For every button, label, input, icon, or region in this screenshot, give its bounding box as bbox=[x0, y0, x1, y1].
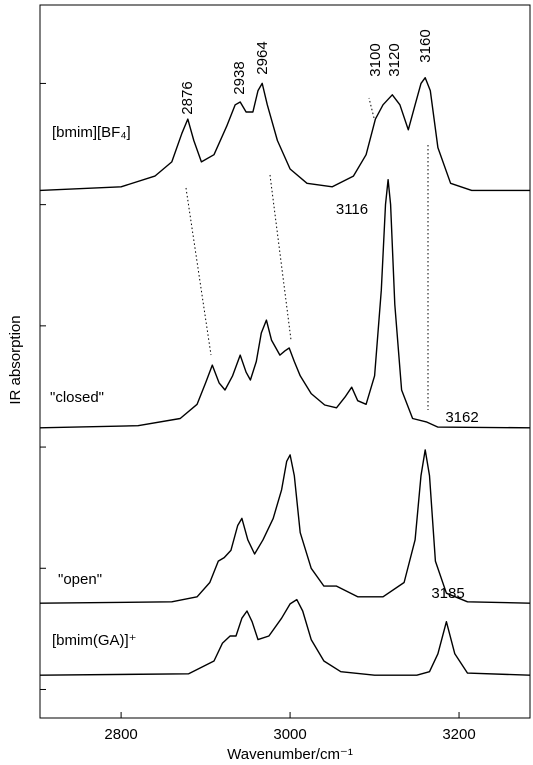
peak-label: 2964 bbox=[254, 41, 271, 74]
x-tick-label: 3000 bbox=[273, 726, 306, 743]
series-label: "open" bbox=[58, 571, 102, 588]
y-axis-label: IR absorption bbox=[7, 315, 24, 404]
plot-frame bbox=[39, 4, 531, 719]
spectrum-line bbox=[39, 449, 531, 604]
peak-label: 3162 bbox=[445, 409, 478, 426]
peak-label: 2876 bbox=[179, 81, 196, 114]
guide-line bbox=[368, 97, 375, 119]
peak-label: 3120 bbox=[386, 43, 403, 76]
x-tick-label: 3200 bbox=[442, 726, 475, 743]
spectrum-line bbox=[39, 179, 531, 429]
series-label: "closed" bbox=[50, 389, 104, 406]
peak-label: 3100 bbox=[367, 43, 384, 76]
series-label: [bmim(GA)]⁺ bbox=[52, 632, 137, 649]
x-tick-label: 2800 bbox=[104, 726, 137, 743]
guide-line bbox=[269, 174, 292, 341]
x-axis-label: Wavenumber/cm⁻¹ bbox=[227, 746, 353, 763]
peak-label: 2938 bbox=[231, 61, 248, 94]
spectrum-line bbox=[39, 77, 530, 192]
peak-label: 3116 bbox=[336, 201, 368, 218]
guide-line bbox=[185, 187, 212, 356]
peak-label: 3185 bbox=[431, 585, 464, 602]
spectrum-line bbox=[39, 598, 531, 676]
peak-label: 3160 bbox=[417, 29, 434, 62]
series-label: [bmim][BF₄] bbox=[52, 124, 131, 141]
